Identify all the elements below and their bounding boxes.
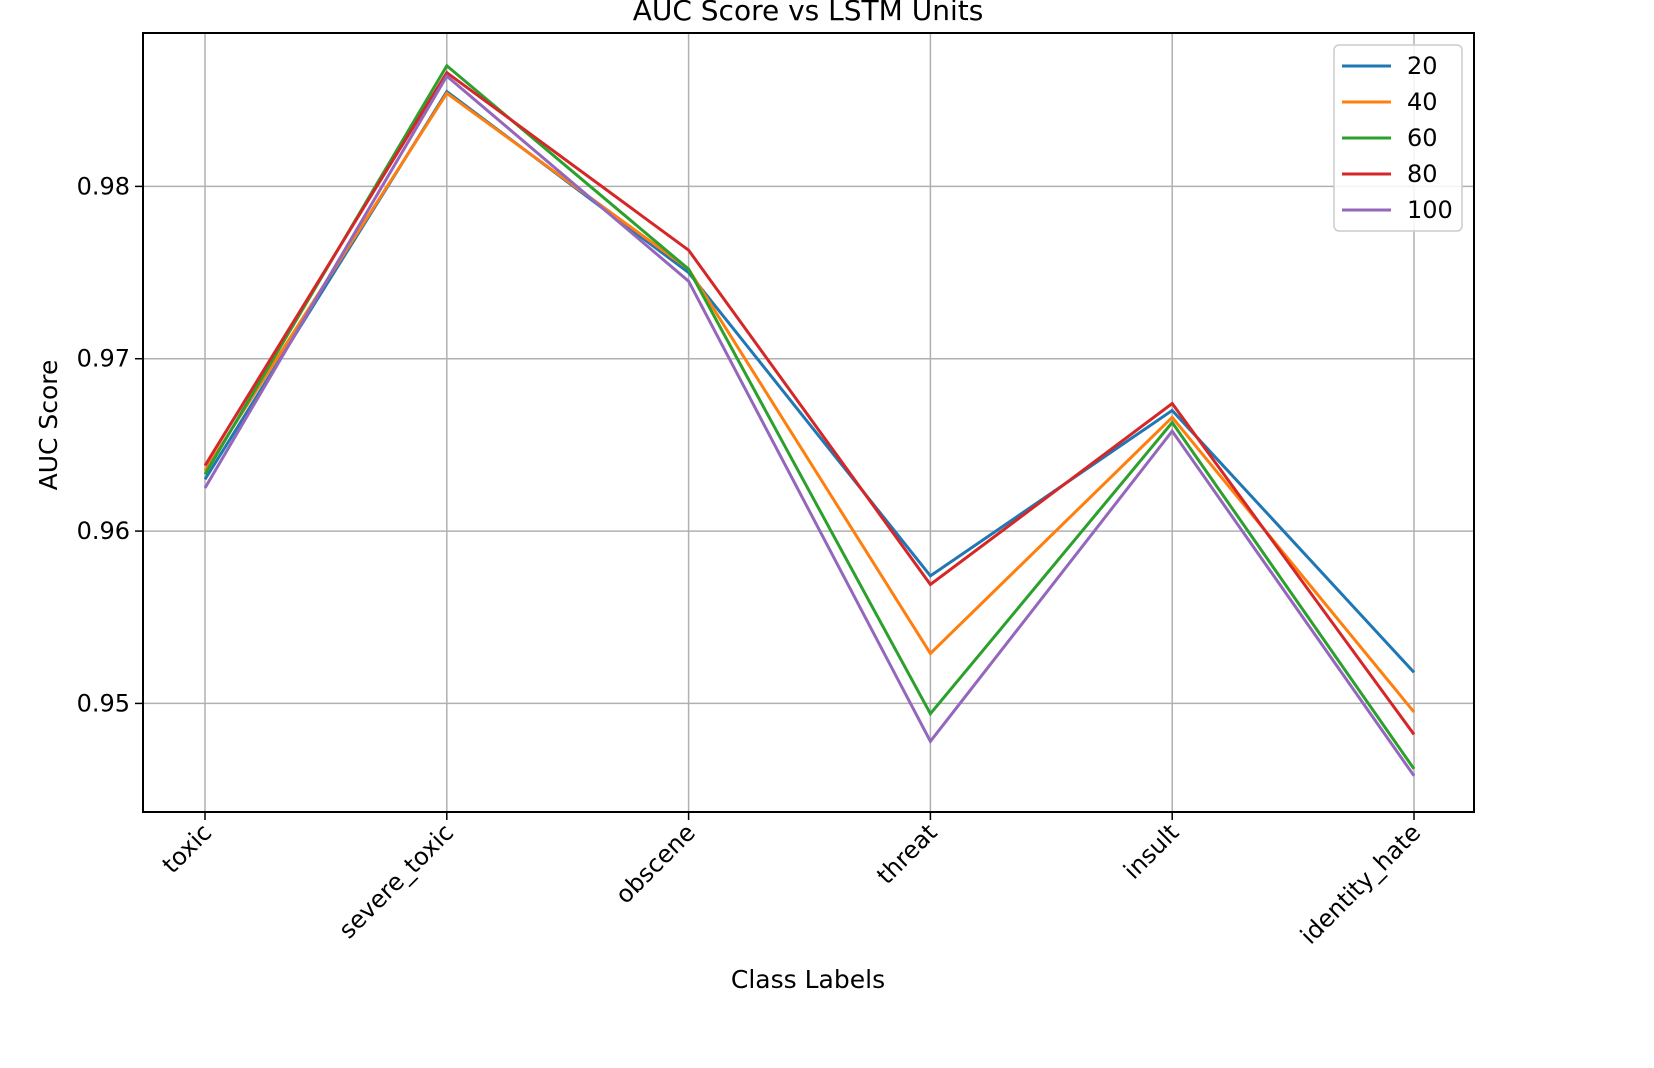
x-tick-label: toxic [157, 818, 217, 878]
y-tick-label: 0.97 [77, 345, 130, 373]
series-line [203, 70, 1416, 736]
x-tick-label: insult [1118, 818, 1184, 884]
x-tick-label: threat [871, 818, 942, 889]
legend-label: 100 [1407, 196, 1453, 224]
series-line [203, 63, 1416, 770]
y-tick-label: 0.95 [77, 689, 130, 717]
x-tick-label: identity_hate [1295, 818, 1426, 949]
series-line [203, 91, 1416, 713]
legend-label: 60 [1407, 124, 1438, 152]
axis-ticks: toxic severe_toxic obscene threat insult iden… [77, 172, 1427, 949]
legend-label: 40 [1407, 88, 1438, 116]
chart-title: AUC Score vs LSTM Units [633, 0, 984, 27]
y-tick-label: 0.98 [77, 172, 130, 200]
plot-frame [142, 32, 1475, 813]
legend-box [1333, 44, 1463, 232]
y-tick-label: 0.96 [77, 517, 130, 545]
legend: 20 40 60 80 100 [1333, 44, 1463, 232]
series-lines [203, 63, 1416, 777]
x-tick-label: obscene [610, 818, 701, 909]
x-axis-label: Class Labels [731, 965, 885, 994]
legend-label: 20 [1407, 52, 1438, 80]
series-line [203, 73, 1416, 777]
legend-label: 80 [1407, 160, 1438, 188]
x-tick-label: severe_toxic [333, 818, 459, 944]
y-axis-label: AUC Score [34, 360, 63, 491]
